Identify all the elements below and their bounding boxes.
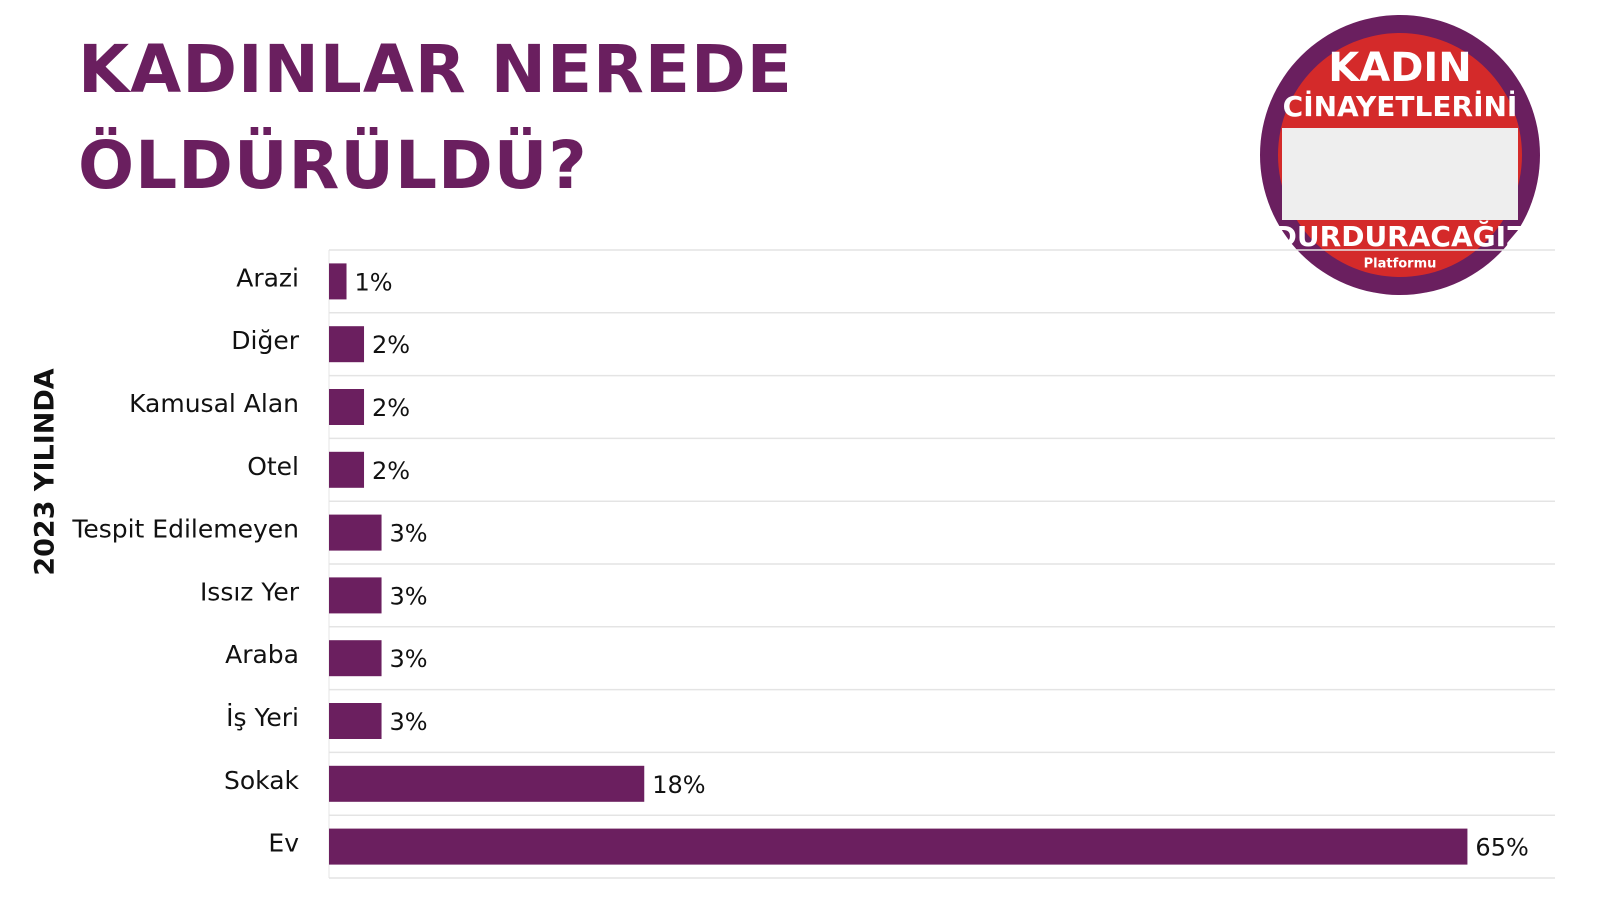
category-label: Tespit Edilemeyen	[71, 515, 299, 544]
logo: KADIN CİNAYETLERİNİ DURDURACAĞIZ Platfor…	[1260, 15, 1540, 295]
value-label: 3%	[390, 645, 428, 673]
category-label: Issız Yer	[200, 577, 300, 606]
value-label: 2%	[372, 394, 410, 422]
category-label: Sokak	[224, 766, 300, 795]
value-label: 3%	[390, 582, 428, 610]
value-label: 65%	[1475, 834, 1528, 862]
chart-title: KADINLAR NEREDE ÖLDÜRÜLDÜ?	[78, 31, 793, 204]
bar	[329, 640, 382, 677]
bar	[329, 389, 365, 425]
value-label: 3%	[390, 520, 428, 548]
bar	[329, 451, 365, 488]
bar	[329, 765, 645, 802]
logo-text: KADIN	[1328, 45, 1472, 91]
bar	[329, 326, 365, 363]
bar	[329, 703, 382, 739]
bar	[329, 577, 382, 614]
bar	[329, 263, 347, 300]
category-label: Arazi	[236, 263, 299, 292]
value-label: 2%	[372, 331, 410, 359]
logo-text: DURDURACAĞIZ	[1274, 219, 1527, 253]
value-label: 3%	[390, 708, 428, 736]
value-label: 18%	[652, 771, 705, 799]
y-axis-label: 2023 YILINDA	[30, 368, 61, 575]
logo-text: CİNAYETLERİNİ	[1283, 89, 1518, 123]
category-label: İş Yeri	[226, 703, 299, 732]
category-label: Araba	[225, 640, 299, 669]
logo-text: Platformu	[1364, 257, 1437, 272]
bar	[329, 828, 1468, 865]
title-box: KADINLAR NEREDE ÖLDÜRÜLDÜ?	[78, 31, 793, 204]
bar	[329, 514, 382, 551]
category-label: Ev	[268, 829, 299, 858]
value-label: 1%	[355, 268, 393, 296]
logo-photo-band	[1282, 128, 1518, 220]
category-label: Otel	[247, 452, 299, 481]
value-label: 2%	[372, 457, 410, 485]
category-label: Kamusal Alan	[129, 389, 299, 418]
category-label: Diğer	[231, 326, 299, 355]
